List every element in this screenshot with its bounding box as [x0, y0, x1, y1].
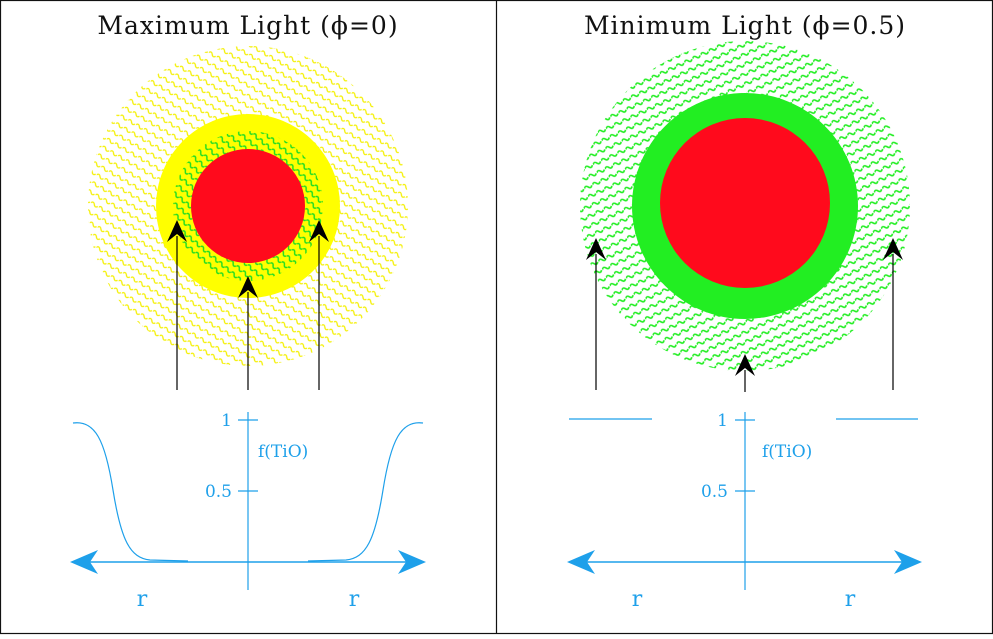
arrow-up [167, 220, 187, 390]
r-axis-arrowhead-left [567, 550, 595, 574]
sightline-arrows [167, 220, 329, 390]
tick-label: 0.5 [205, 482, 232, 502]
r-axis-label: r [137, 587, 148, 612]
panel-title: Minimum Light (ϕ=0.5) [584, 11, 906, 40]
star-diagram [88, 46, 408, 366]
panel-minimum-light: Minimum Light (ϕ=0.5) 1 [567, 11, 922, 612]
star-core [191, 149, 305, 263]
star-diagram [580, 41, 910, 371]
curve-label: f(TiO) [258, 442, 308, 462]
sightline-arrows [586, 238, 903, 392]
tio-fraction-plot: 1 0.5 f(TiO) r r [567, 411, 922, 612]
arrow-up [586, 238, 606, 390]
r-axis-label: r [632, 587, 643, 612]
r-axis-arrowhead-right [894, 550, 922, 574]
tick-label: 0.5 [701, 482, 728, 502]
arrow-up [238, 276, 258, 390]
fraction-curve-right [307, 422, 424, 562]
tick-label: 1 [221, 411, 232, 431]
panel-maximum-light: Maximum Light (ϕ=0) 1 [70, 11, 426, 612]
fraction-curve-left [72, 422, 189, 562]
r-axis-arrowhead-right [398, 550, 426, 574]
arrow-up [309, 220, 329, 390]
arrow-up [735, 354, 755, 392]
arrow-up [883, 238, 903, 390]
r-axis-label: r [845, 587, 856, 612]
r-axis-label: r [349, 587, 360, 612]
panel-title: Maximum Light (ϕ=0) [97, 11, 398, 40]
star-core [660, 118, 830, 288]
tick-label: 1 [717, 411, 728, 431]
curve-label: f(TiO) [762, 442, 812, 462]
r-axis-arrowhead-left [70, 550, 98, 574]
tio-fraction-plot: 1 0.5 f(TiO) r r [70, 411, 426, 612]
